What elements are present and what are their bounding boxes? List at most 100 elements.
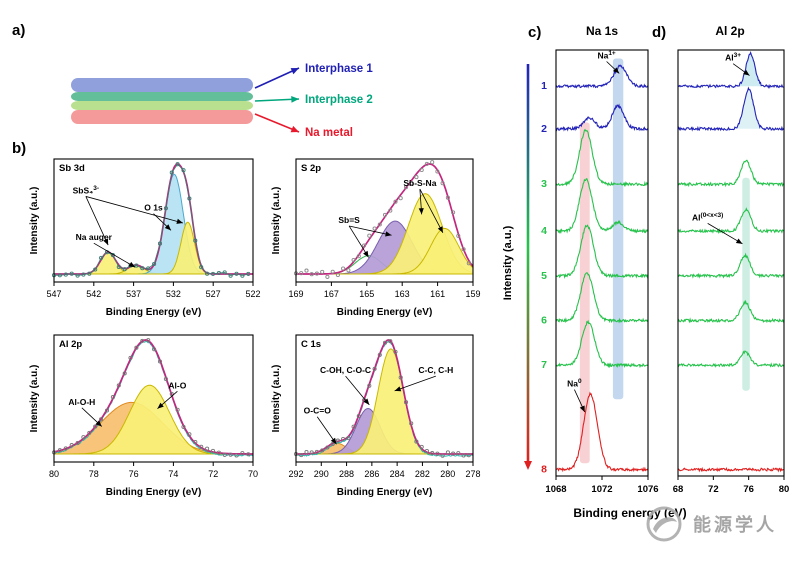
annotation-arrowhead <box>613 67 620 74</box>
panel-c-title: Na 1s <box>585 24 619 38</box>
sb3d-data-point <box>93 267 98 272</box>
na1s-trace-3 <box>555 128 649 188</box>
al2p_fit-data-point <box>216 450 221 455</box>
c1s-data-point <box>346 436 351 441</box>
al2p_fit-data-point <box>122 371 127 376</box>
annotation-arrowhead <box>330 437 337 445</box>
legend-label-3: Na metal <box>305 127 353 139</box>
al2p_fit-data-point <box>87 430 92 435</box>
na1s-trace-label-5: 5 <box>541 270 547 282</box>
al2p_fit-data-point <box>57 448 62 453</box>
al2p_fit-data-point <box>163 376 168 382</box>
x-tick-label: 542 <box>86 289 101 299</box>
s2p-data-point <box>346 268 351 273</box>
x-axis-title: Binding Energy (eV) <box>337 307 433 318</box>
al2p_fit-title: Al 2p <box>59 339 82 350</box>
s2p-data-point <box>398 196 403 201</box>
x-tick-label: 537 <box>126 289 141 299</box>
watermark-logo-icon <box>646 506 682 542</box>
annotation-arrowhead <box>164 224 172 231</box>
annotation-arrowhead <box>290 68 299 75</box>
na1s-trace-label-1: 1 <box>541 80 547 92</box>
panel-a-graphic: Interphase 1 Interphase 2 Na metal <box>71 63 373 139</box>
al2p_fit-data-point <box>116 383 121 388</box>
s2p-data-point <box>362 243 367 248</box>
x-tick-label: 547 <box>46 289 61 299</box>
annotation-label: Al(0<x<3) <box>692 212 723 223</box>
al2p_fit-data-point <box>152 347 157 352</box>
annotation-label: Na0 <box>567 378 582 389</box>
c1s-data-point <box>461 453 466 458</box>
annotation-arrowhead <box>103 238 109 246</box>
c1s-data-point <box>403 400 409 405</box>
annotation-label: Sb=S <box>338 215 360 225</box>
annotation-arrowhead <box>176 218 183 224</box>
x-tick-label: 1068 <box>545 484 566 495</box>
annotation-arrowhead <box>418 208 424 215</box>
s2p-chart: 169 167 165 163 161 159 Binding Energy (eV) Int… <box>271 158 481 318</box>
annotation-arrowhead <box>363 250 369 258</box>
al2p_fit-data-point <box>228 452 233 457</box>
x-tick-label: 290 <box>314 469 329 479</box>
al2p_stack-trace-fill-2 <box>678 88 784 131</box>
s2p-data-point <box>330 269 335 274</box>
annotation-label: SbS₄3- <box>73 185 99 196</box>
c1s-data-point <box>456 451 461 456</box>
sb3d-data-point <box>216 270 221 276</box>
x-tick-label: 292 <box>288 469 303 479</box>
annotation-arrowhead <box>385 231 392 237</box>
na1s-trace-5 <box>556 224 649 280</box>
sb3d-data-point <box>163 206 168 211</box>
c1s-data-point <box>325 445 330 450</box>
s2p-data-point <box>367 233 372 238</box>
s2p-data-point <box>388 208 393 213</box>
annotation-label: O 1s <box>144 203 163 213</box>
annotation-arrow <box>419 188 444 233</box>
al2p_fit-envelope-line <box>53 339 253 455</box>
sb3d-data-point <box>116 264 121 270</box>
c1s-data-point <box>372 366 377 371</box>
na1s-trace-1 <box>555 64 649 89</box>
panel-b-label: b) <box>12 140 27 157</box>
watermark: 能源学人 <box>642 502 777 546</box>
al2p_stack-trace-1 <box>677 51 785 89</box>
na1s-trace-label-4: 4 <box>541 225 547 237</box>
na1s-highlight-band-0 <box>579 122 590 464</box>
annotation-arrow <box>348 225 369 258</box>
c1s-data-point <box>382 340 388 345</box>
sb3d-envelope-line <box>54 163 253 275</box>
al2p_fit-data-point <box>99 417 104 422</box>
s2p-data-point <box>377 222 382 227</box>
sb3d-data-point <box>57 273 62 278</box>
s2p-data-point <box>409 181 414 186</box>
na1s-highlight-band-1 <box>612 58 624 400</box>
y-axis-title: Intensity (a.u.) <box>502 225 514 300</box>
sb3d-data-point <box>205 271 210 276</box>
annotation-label: O-C=O <box>304 406 332 416</box>
sb3d-data-point <box>199 265 204 270</box>
x-tick-label: 72 <box>208 469 218 479</box>
annotation-label: C-C, C-H <box>418 365 453 375</box>
chart-c1s: 292 290 288 286 284 282 280 278 Binding Energy (… <box>270 330 482 502</box>
al2p_stack-trace-3 <box>677 159 785 188</box>
al2p_stack-frame <box>677 49 785 477</box>
sb3d-title: Sb 3d <box>59 163 85 174</box>
c1s-data-point <box>388 339 393 344</box>
al2p_fit-data-point <box>128 355 133 360</box>
annotation-arrow <box>85 196 184 224</box>
c1s-data-point <box>320 448 325 453</box>
al2p_fit-data-point <box>134 345 139 350</box>
al2p_fit-data-point <box>199 444 204 449</box>
na1s-trace-label-6: 6 <box>541 315 547 327</box>
sb3d-frame <box>53 158 254 283</box>
x-tick-label: 280 <box>440 469 455 479</box>
sb3d-data-point <box>234 271 239 276</box>
sb3d-data-point <box>222 270 227 275</box>
s2p-data-point <box>440 181 445 186</box>
sb3d-data-point <box>81 272 86 277</box>
annotation-arrow <box>254 113 300 133</box>
sb3d-data-point <box>99 255 104 260</box>
sb3d-data-point <box>246 271 251 276</box>
sb3d-chart: 547 542 537 532 527 522 Binding Energy (eV) Int… <box>29 158 261 318</box>
